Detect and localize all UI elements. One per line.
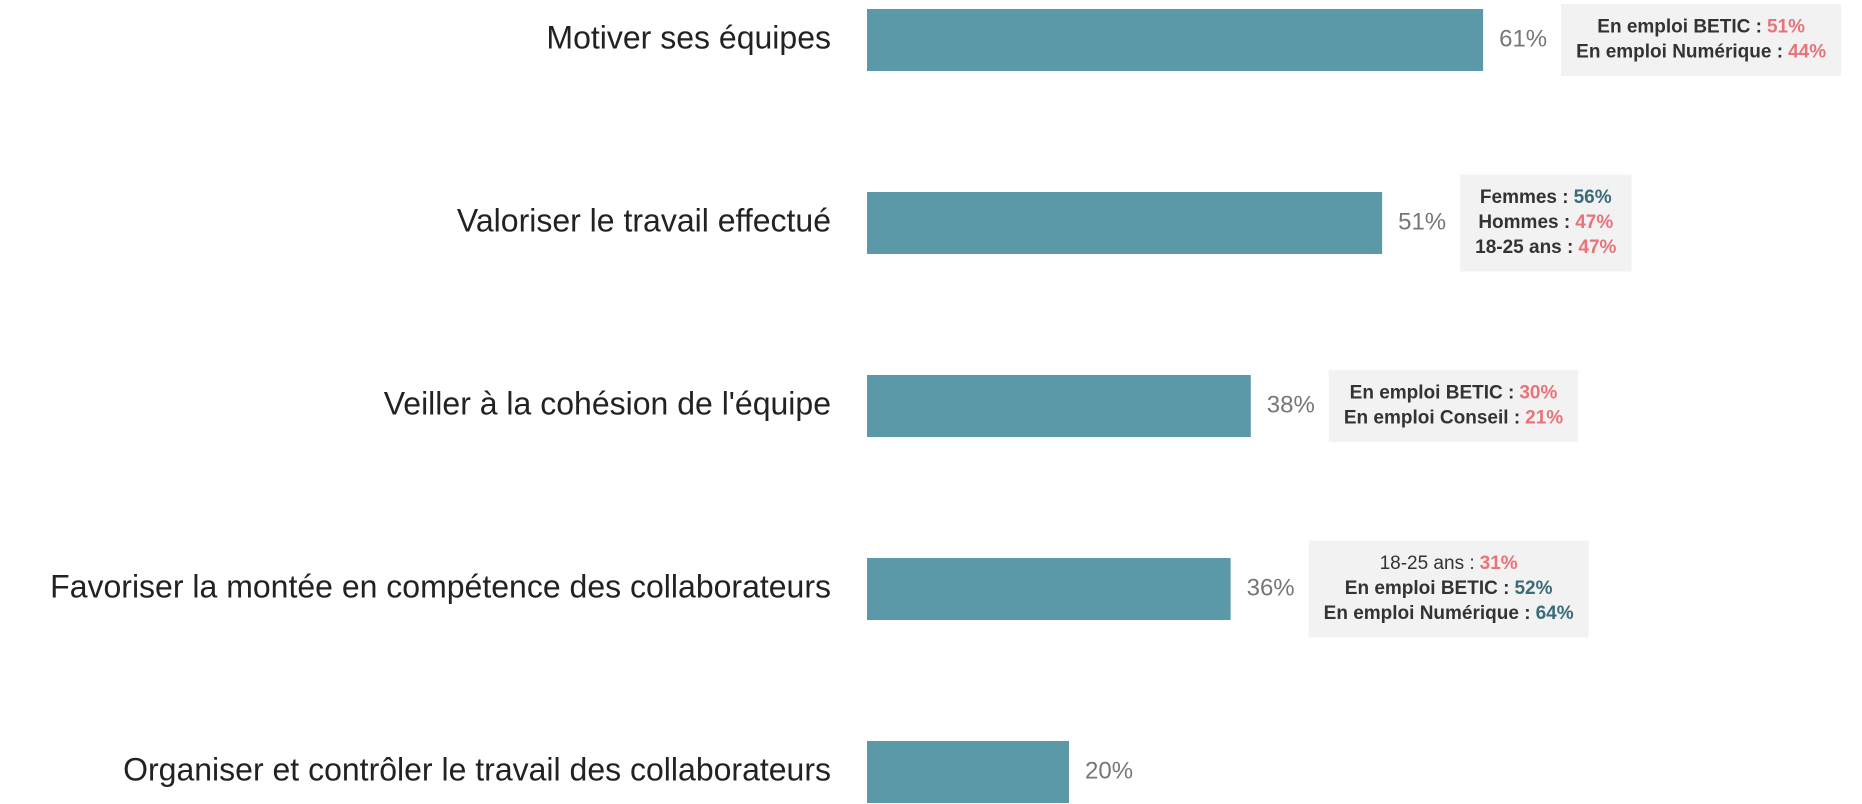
annotation-label: 18-25 ans :: [1475, 237, 1573, 258]
annotation-line: En emploi Numérique :64%: [1324, 603, 1574, 624]
category-label: Motiver ses équipes: [546, 19, 831, 55]
bar: [867, 9, 1484, 71]
value-label: 38%: [1267, 391, 1315, 418]
annotation-value: 64%: [1536, 603, 1574, 624]
annotation-label: En emploi Conseil :: [1344, 408, 1520, 429]
annotation-box: [1460, 174, 1632, 272]
annotation: En emploi BETIC :51% En emploi Numérique …: [1561, 4, 1842, 76]
annotation-line: En emploi Conseil :21%: [1344, 408, 1563, 429]
annotation-value: 47%: [1575, 212, 1613, 233]
annotation-line: Hommes :47%: [1478, 212, 1613, 233]
annotation-label: En emploi BETIC :: [1350, 383, 1515, 404]
category-label: Valoriser le travail effectué: [457, 202, 831, 238]
annotation-value: 56%: [1574, 187, 1612, 208]
annotation-value: 21%: [1525, 408, 1563, 429]
annotation-line: Femmes :56%: [1480, 187, 1612, 208]
annotation-box: [1308, 540, 1589, 638]
value-label: 61%: [1499, 25, 1547, 52]
annotation-label: 18-25 ans :: [1380, 553, 1475, 574]
bar: [867, 375, 1251, 437]
bar: [867, 741, 1069, 803]
annotation-value: 52%: [1514, 578, 1552, 599]
annotation-value: 51%: [1767, 17, 1805, 38]
value-label: 51%: [1398, 208, 1446, 235]
value-label: 36%: [1247, 574, 1295, 601]
annotation-value: 47%: [1578, 237, 1616, 258]
annotation-line: En emploi BETIC :30%: [1350, 383, 1558, 404]
annotation-value: 31%: [1480, 553, 1518, 574]
annotation-line: En emploi BETIC :52%: [1345, 578, 1553, 599]
annotation: 18-25 ans :31%En emploi BETIC :52%En emp…: [1308, 540, 1589, 638]
annotation-label: En emploi Numérique :: [1324, 603, 1531, 624]
bar: [867, 558, 1231, 620]
annotation-line: 18-25 ans :31%: [1380, 553, 1518, 574]
category-label: Favoriser la montée en compétence des co…: [50, 568, 831, 604]
bar: [867, 192, 1383, 254]
annotation: En emploi BETIC :30% En emploi Conseil :2…: [1328, 370, 1579, 442]
annotation-line: En emploi BETIC :51%: [1597, 17, 1805, 38]
annotation-label: En emploi Numérique :: [1576, 42, 1783, 63]
category-label: Organiser et contrôler le travail des co…: [123, 751, 831, 787]
value-label: 20%: [1085, 757, 1133, 784]
annotation: Femmes :56%Hommes :47%18-25 ans :47%: [1460, 174, 1632, 272]
annotation-box: [1561, 4, 1842, 76]
annotation-label: En emploi BETIC :: [1345, 578, 1510, 599]
annotation-line: 18-25 ans :47%: [1475, 237, 1616, 258]
annotation-value: 30%: [1519, 383, 1557, 404]
category-label: Veiller à la cohésion de l'équipe: [384, 385, 831, 421]
annotation-label: Hommes :: [1478, 212, 1570, 233]
annotation-label: Femmes :: [1480, 187, 1569, 208]
annotation-label: En emploi BETIC :: [1597, 17, 1762, 38]
annotation-value: 44%: [1788, 42, 1826, 63]
annotation-box: [1328, 370, 1579, 442]
annotation-line: En emploi Numérique :44%: [1576, 42, 1826, 63]
